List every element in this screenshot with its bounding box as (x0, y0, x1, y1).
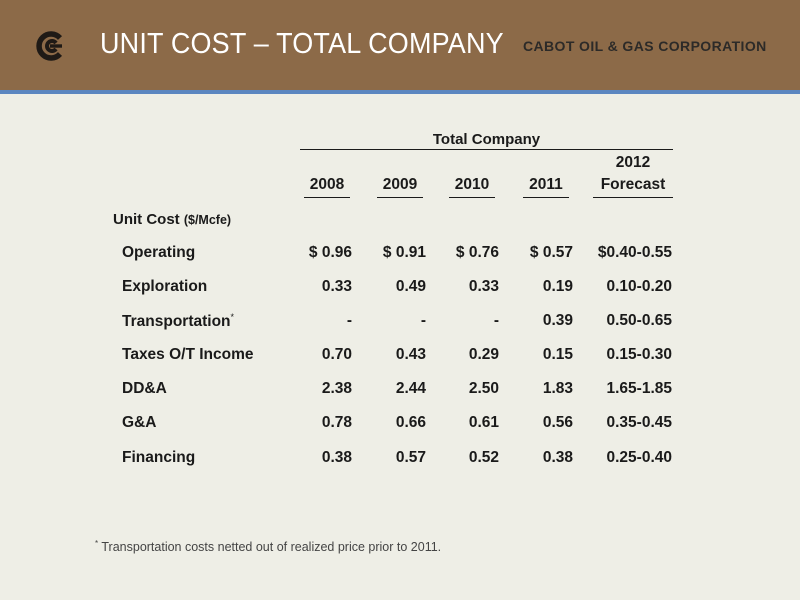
cabot-logo-icon (36, 31, 63, 61)
table-cell: 1.83 (542, 380, 573, 397)
table-cell: 0.50-0.65 (606, 312, 673, 329)
table-cell: 0.19 (542, 278, 573, 295)
row-label: Operating (122, 244, 195, 262)
column-header-line2: 2010 (448, 174, 496, 198)
row-label-text: Taxes O/T Income (122, 346, 254, 363)
table-group-header: Total Company (300, 131, 673, 150)
row-label: Exploration (122, 278, 207, 296)
table-cell: 0.35-0.45 (606, 414, 673, 431)
table-cell: - (346, 312, 352, 329)
table-cell: 0.15 (542, 346, 573, 363)
table-cell: 0.33 (321, 278, 352, 295)
table-cell: 0.57 (395, 449, 426, 466)
column-header-line1 (496, 152, 596, 174)
row-label: Transportation* (122, 312, 234, 331)
table-cell: 2.50 (468, 380, 499, 397)
table-cell: $ 0.76 (455, 244, 499, 261)
table-cell: 0.39 (542, 312, 573, 329)
footnote-mark: * (230, 312, 235, 322)
column-header-line2: 2009 (376, 174, 424, 198)
table-cell: 0.56 (542, 414, 573, 431)
row-label-text: Transportation (122, 313, 231, 331)
table-cell: 0.43 (395, 346, 426, 363)
table-cell: 0.70 (321, 346, 352, 363)
table-cell: 0.38 (321, 449, 352, 466)
table-cell: 0.38 (542, 449, 573, 466)
footnote-mark: * (95, 539, 99, 548)
row-label-text: Financing (122, 449, 196, 466)
table-cell: 0.33 (468, 278, 499, 295)
row-label-text: G&A (122, 414, 157, 431)
table-cell: 0.61 (468, 414, 499, 431)
section-unit: ($/Mcfe) (183, 213, 232, 227)
table-cell: 0.25-0.40 (606, 449, 673, 466)
column-header-line1: 2012 (615, 154, 651, 171)
table-cell: $ 0.91 (382, 244, 426, 261)
table-cell: 2.38 (321, 380, 352, 397)
table-cell: 0.10-0.20 (606, 278, 673, 295)
table-cell: $ 0.96 (308, 244, 352, 261)
section-label-text: Unit Cost (113, 211, 180, 228)
row-label: Financing (122, 449, 195, 467)
table-cell: $0.40-0.55 (597, 244, 672, 261)
company-name: CABOT OIL & GAS CORPORATION (523, 38, 767, 54)
table-cell: 0.78 (321, 414, 352, 431)
slide-header (0, 0, 800, 90)
row-label-text: DD&A (122, 380, 167, 397)
column-header-0: 2008 (277, 152, 377, 198)
footnote: * Transportation costs netted out of rea… (95, 539, 441, 554)
row-label: G&A (122, 414, 156, 432)
row-label: Taxes O/T Income (122, 346, 254, 364)
row-label-text: Exploration (122, 278, 208, 295)
table-cell: 0.15-0.30 (606, 346, 673, 363)
column-header-3: 2011 (496, 152, 596, 198)
table-cell: 2.44 (395, 380, 426, 397)
header-divider (0, 90, 800, 94)
table-cell: 0.52 (468, 449, 499, 466)
table-cell: 1.65-1.85 (606, 380, 673, 397)
column-header-line2: Forecast (592, 174, 674, 198)
column-header-4: 2012 Forecast (583, 152, 683, 198)
table-cell: 0.29 (468, 346, 499, 363)
row-label-text: Operating (122, 244, 196, 261)
section-label: Unit Cost ($/Mcfe) (113, 211, 231, 228)
row-label: DD&A (122, 380, 167, 398)
slide-title: UNIT COST – TOTAL COMPANY (100, 28, 504, 60)
table-cell: - (420, 312, 426, 329)
table-cell: 0.66 (395, 414, 426, 431)
column-header-2: 2010 (422, 152, 522, 198)
table-cell: $ 0.57 (529, 244, 573, 261)
column-header-line2: 2008 (303, 174, 351, 198)
table-cell: - (493, 312, 499, 329)
footnote-text: Transportation costs netted out of reali… (101, 540, 442, 555)
table-cell: 0.49 (395, 278, 426, 295)
column-header-1: 2009 (350, 152, 450, 198)
column-header-line2: 2011 (523, 174, 569, 198)
